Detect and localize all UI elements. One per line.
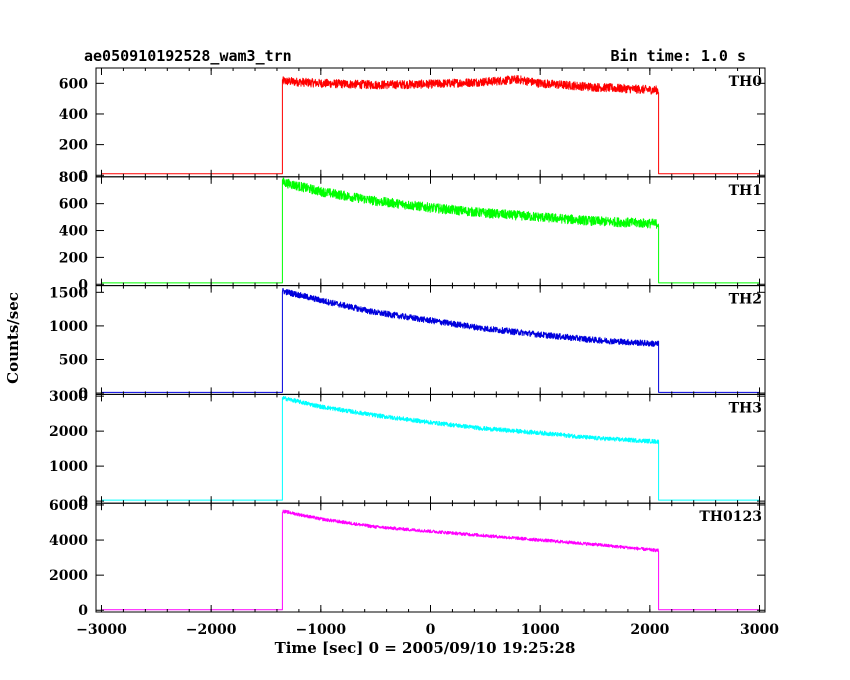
panel-frame (95, 285, 766, 395)
y-tick-label: 3000 (49, 389, 88, 405)
x-tick-label: −3000 (76, 622, 127, 638)
y-tick-label: 1500 (49, 285, 88, 301)
series-line-th2 (101, 288, 760, 393)
y-tick-label: 400 (59, 224, 88, 240)
series-line-th1 (101, 177, 760, 284)
panel-label-th1: TH1 (729, 183, 762, 199)
y-tick-label: 2000 (49, 424, 88, 440)
panel-frame (95, 502, 766, 613)
x-tick-label: −1000 (295, 622, 346, 638)
x-tick-label: 0 (426, 622, 436, 638)
x-tick-label: 3000 (740, 622, 779, 638)
x-tick-labels: −3000 −2000 −1000 0 1000 2000 3000 (76, 622, 779, 638)
panel-label-th0123: TH0123 (699, 509, 762, 525)
chart-title: ae050910192528_wam3_trn (84, 47, 292, 65)
y-tick-label: 1000 (49, 459, 88, 475)
x-tick-label: 1000 (521, 622, 560, 638)
panel-th1: 0 200 400 600 800 TH1 (59, 170, 766, 293)
x-tick-label: 2000 (630, 622, 669, 638)
panel-th3: 0 1000 2000 3000 TH3 (49, 389, 766, 510)
panels-group: 0 200 400 600 TH0 0 200 400 600 800 TH1 0 500 1000 150… (49, 67, 766, 619)
y-tick-label: 0 (78, 277, 88, 293)
panel-label-th2: TH2 (729, 292, 762, 308)
y-tick-label: 2000 (49, 568, 88, 584)
y-tick-label: 200 (59, 250, 88, 266)
panel-frame (95, 176, 766, 287)
y-tick-label: 800 (59, 170, 88, 186)
y-tick-label: 1000 (49, 319, 88, 335)
panel-frame (95, 393, 766, 504)
y-tick-label: 0 (78, 168, 88, 184)
panel-th0: 0 200 400 600 TH0 (59, 67, 766, 184)
bin-time-label: Bin time: 1.0 s (611, 47, 746, 65)
y-tick-label: 0 (78, 494, 88, 510)
series-line-th3 (101, 395, 760, 501)
y-tick-label: 200 (59, 138, 88, 154)
y-tick-label: 4000 (49, 533, 88, 549)
panel-label-th3: TH3 (729, 400, 762, 416)
y-tick-label: 0 (78, 603, 88, 619)
y-tick-label: 500 (59, 352, 88, 368)
y-tick-label: 400 (59, 107, 88, 123)
panel-label-th0: TH0 (729, 74, 763, 90)
y-tick-label: 0 (78, 386, 88, 402)
panel-th0123: 0 2000 4000 6000 TH0123 (49, 498, 766, 619)
panel-th2: 0 500 1000 1500 TH2 (49, 285, 766, 402)
y-axis-label: Counts/sec (4, 292, 22, 384)
x-tick-label: −2000 (186, 622, 237, 638)
x-axis-label: Time [sec] 0 = 2005/09/10 19:25:28 (275, 639, 576, 657)
y-tick-label: 600 (59, 76, 88, 92)
series-line-th0 (101, 75, 760, 175)
series-line-th0123 (101, 509, 760, 611)
y-tick-label: 600 (59, 197, 88, 213)
y-tick-label: 6000 (49, 498, 88, 514)
